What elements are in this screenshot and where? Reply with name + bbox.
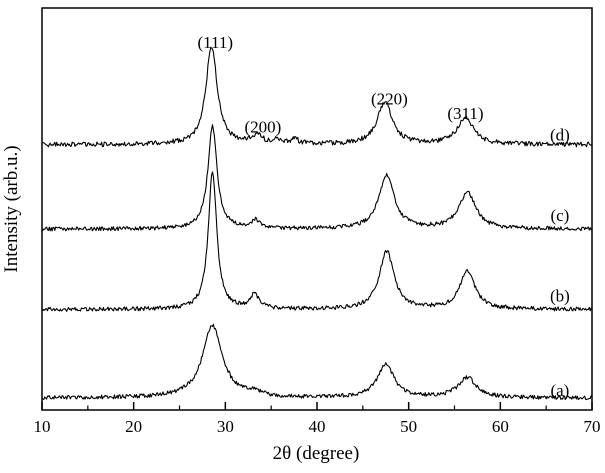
peak-annotation-111: (111) bbox=[197, 33, 233, 52]
y-axis-title: Intensity (arb.u.) bbox=[1, 145, 22, 272]
x-tick-label: 50 bbox=[400, 417, 417, 436]
x-tick-label: 20 bbox=[125, 417, 142, 436]
xrd-curve-d bbox=[41, 46, 593, 148]
x-tick-label: 10 bbox=[34, 417, 51, 436]
peak-annotation-220: (220) bbox=[371, 89, 408, 108]
xrd-curve-a bbox=[41, 323, 593, 401]
peak-annotation-311: (311) bbox=[447, 104, 483, 123]
series-label-c: (c) bbox=[550, 206, 569, 225]
x-tick-label: 30 bbox=[217, 417, 234, 436]
series-label-a: (a) bbox=[550, 381, 569, 400]
peak-annotation-200: (200) bbox=[245, 118, 282, 137]
series-label-d: (d) bbox=[550, 126, 570, 145]
xrd-curve-c bbox=[41, 124, 593, 232]
plot-frame bbox=[41, 7, 593, 411]
xrd-curve-b bbox=[41, 171, 593, 312]
x-axis-title: 2θ (degree) bbox=[273, 443, 360, 464]
x-tick-label: 60 bbox=[492, 417, 509, 436]
x-tick-label: 70 bbox=[584, 417, 601, 436]
x-tick-label: 40 bbox=[309, 417, 326, 436]
series-label-b: (b) bbox=[550, 286, 570, 305]
